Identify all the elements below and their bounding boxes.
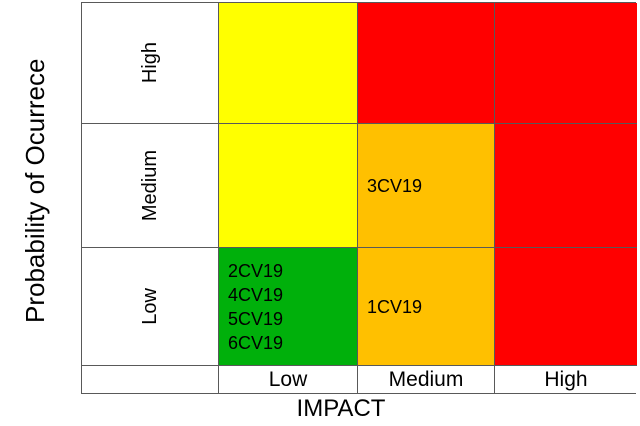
y-axis-label: Probability of Ocurrece (20, 58, 50, 324)
matrix-cell-low-low: 2CV19 4CV19 5CV19 6CV19 (219, 248, 358, 366)
cell-items (219, 124, 357, 247)
cell-items (358, 3, 494, 123)
col-label-high: High (495, 366, 637, 393)
matrix-cell-low-medium: 1CV19 (358, 248, 495, 366)
cell-items (495, 248, 637, 365)
risk-item: 2CV19 (228, 260, 284, 281)
row-label-medium-text: Medium (138, 149, 161, 222)
risk-item: 6CV19 (228, 332, 284, 353)
cell-items: 3CV19 (358, 124, 494, 247)
col-label-medium: Medium (358, 366, 495, 393)
risk-matrix-grid: High Medium 3CV19 Low 2CV19 4CV19 5CV19 6C (81, 2, 637, 394)
row-label-low: Low (82, 248, 219, 366)
risk-item: 4CV19 (228, 284, 284, 305)
matrix-cell-high-high (495, 3, 637, 124)
row-label-medium: Medium (82, 124, 219, 248)
cell-items (495, 3, 637, 123)
matrix-cell-medium-high (495, 124, 637, 248)
matrix-cell-low-high (495, 248, 637, 366)
matrix-cell-medium-medium: 3CV19 (358, 124, 495, 248)
risk-item: 1CV19 (367, 296, 423, 317)
cell-items (495, 124, 637, 247)
risk-item: 3CV19 (367, 175, 423, 196)
risk-item: 5CV19 (228, 308, 284, 329)
matrix-cell-high-medium (358, 3, 495, 124)
row-label-low-text: Low (138, 288, 161, 325)
col-label-low: Low (219, 366, 358, 393)
cell-items (219, 3, 357, 123)
cell-items: 2CV19 4CV19 5CV19 6CV19 (219, 248, 357, 365)
row-label-high-text: High (138, 42, 161, 84)
cell-items: 1CV19 (358, 248, 494, 365)
footer-corner-cell (82, 366, 219, 393)
row-label-high: High (82, 3, 219, 124)
matrix-cell-medium-low (219, 124, 358, 248)
x-axis-label: IMPACT (296, 395, 386, 422)
matrix-cell-high-low (219, 3, 358, 124)
